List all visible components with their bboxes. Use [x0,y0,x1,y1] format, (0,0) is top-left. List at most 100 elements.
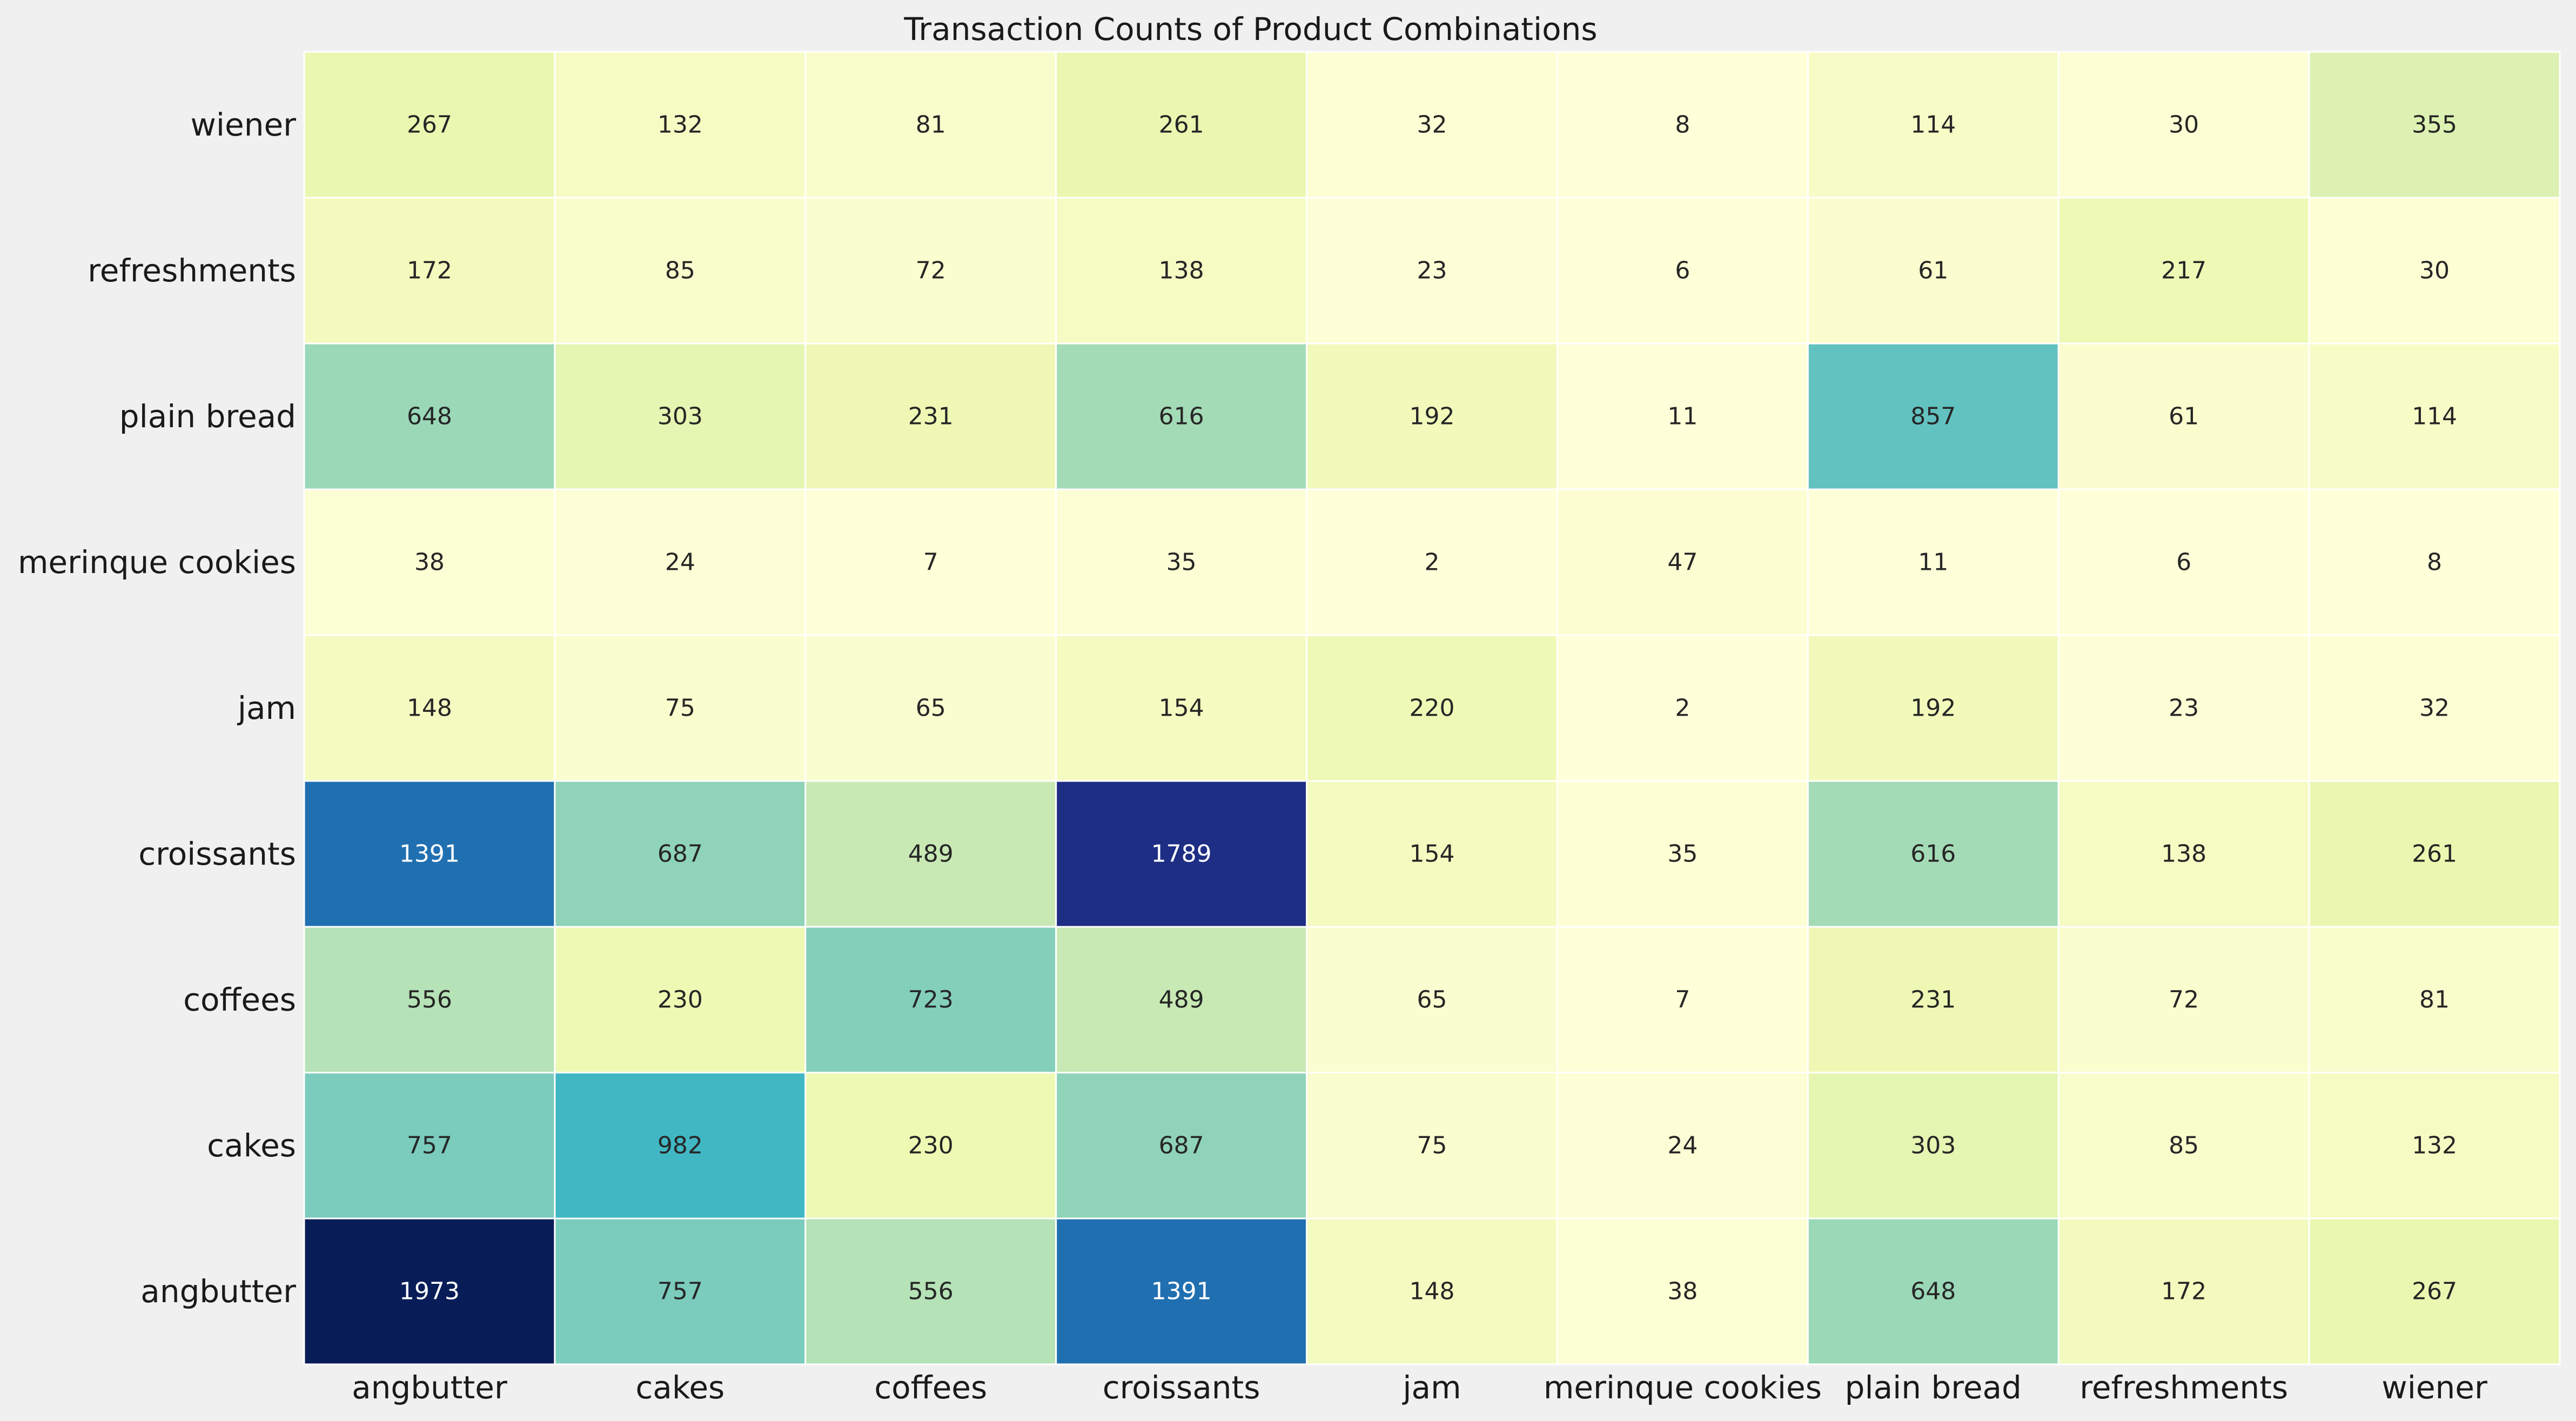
heatmap-cell [2057,780,2310,928]
cell-value-label: 138 [2161,840,2206,868]
y-tick-label: coffees [183,981,296,1018]
heatmap-cell [1055,1217,1308,1365]
heatmap-cell [1556,197,1809,345]
cell-value-label: 32 [2419,695,2450,722]
x-tick-label: refreshments [2079,1369,2288,1406]
x-tick-label: jam [1401,1369,1461,1406]
cell-value-label: 355 [2412,111,2457,139]
heatmap-cell [1306,197,1558,345]
heatmap-cell [303,1072,556,1220]
cell-value-label: 261 [1159,111,1204,139]
cell-value-label: 38 [1667,1278,1698,1305]
cell-value-label: 11 [1918,549,1948,576]
cell-value-label: 23 [1417,257,1447,285]
heatmap-cell [1306,342,1558,490]
y-tick-label: angbutter [140,1273,296,1310]
cell-value-label: 982 [658,1132,703,1160]
heatmap-cell [804,197,1057,345]
y-tick-label: jam [237,690,296,726]
x-tick-label: merinque cookies [1544,1369,1822,1406]
heatmap-cell [1055,488,1308,636]
heatmap-cell [1556,634,1809,782]
cell-value-label: 30 [2419,257,2450,285]
cell-value-label: 616 [1159,403,1204,430]
cell-value-label: 72 [916,257,946,285]
cell-value-label: 35 [1667,840,1698,868]
cell-value-label: 267 [2412,1278,2457,1305]
cell-value-label: 489 [908,840,954,868]
heatmap-cell [1055,926,1308,1074]
heatmap-cell [2308,1072,2561,1220]
cell-value-label: 65 [1417,986,1447,1014]
heatmap-cell [1807,488,2060,636]
heatmap-cell [303,197,556,345]
heatmap-cell [2057,197,2310,345]
heatmap-cell [2308,1217,2561,1365]
cell-value-label: 138 [1159,257,1204,285]
cell-value-label: 148 [1410,1278,1455,1305]
cell-value-label: 35 [1166,549,1197,576]
heatmap-cell [2057,1217,2310,1365]
heatmap-cell [1055,342,1308,490]
cell-value-label: 230 [658,986,703,1014]
heatmap-cell [1807,51,2060,199]
cell-value-label: 85 [665,257,695,285]
heatmap-cell [303,342,556,490]
heatmap-cell [1807,342,2060,490]
cell-value-label: 230 [908,1132,954,1160]
cell-value-label: 217 [2161,257,2206,285]
cell-value-label: 75 [665,695,695,722]
cell-value-label: 6 [2176,549,2191,576]
cell-value-label: 2 [1425,549,1440,576]
heatmap-cell [2057,342,2310,490]
cell-value-label: 132 [2412,1132,2457,1160]
heatmap-cell [804,488,1057,636]
heatmap-cell [1807,780,2060,928]
cell-value-label: 556 [407,986,452,1014]
heatmap-cell [554,780,807,928]
cell-value-label: 8 [2427,549,2442,576]
cell-value-label: 11 [1667,403,1698,430]
heatmap-cell [303,51,556,199]
heatmap-cell [804,51,1057,199]
heatmap-cell [2057,488,2310,636]
cell-value-label: 220 [1410,695,1455,722]
heatmap-cell [1306,1217,1558,1365]
cell-value-label: 114 [2412,403,2457,430]
heatmap-cell [1055,51,1308,199]
cell-value-label: 7 [923,549,938,576]
cell-value-label: 75 [1417,1132,1447,1160]
heatmap-cell [554,634,807,782]
y-tick-label: merinque cookies [18,544,296,581]
cell-value-label: 61 [2169,403,2199,430]
cell-value-label: 757 [407,1132,452,1160]
heatmap-cell [804,1217,1057,1365]
cell-value-label: 303 [658,403,703,430]
cell-value-label: 65 [916,695,946,722]
heatmap-cell [1055,780,1308,928]
heatmap-cell [1055,197,1308,345]
heatmap-cell [804,780,1057,928]
x-axis-tick-labels: angbutter cakes coffees croissants jam merinq… [352,1369,2487,1406]
cell-value-label: 6 [1675,257,1690,285]
cell-value-label: 1973 [399,1278,460,1305]
x-tick-label: croissants [1103,1369,1260,1406]
cell-value-label: 38 [414,549,445,576]
cell-value-label: 267 [407,111,452,139]
y-tick-label: wiener [190,106,296,143]
heatmap-cell [2308,780,2561,928]
cell-value-label: 556 [908,1278,954,1305]
heatmap-cell [2308,342,2561,490]
heatmap-cell [1306,634,1558,782]
heatmap-cell [2057,51,2310,199]
heatmap-cell [1807,1072,2060,1220]
cell-value-label: 72 [2169,986,2199,1014]
cell-value-label: 192 [1910,695,1956,722]
cell-value-label: 154 [1410,840,1455,868]
x-tick-label: cakes [635,1369,725,1406]
heatmap-cell [2308,926,2561,1074]
cell-value-label: 7 [1675,986,1690,1014]
cell-value-label: 30 [2169,111,2199,139]
x-tick-label: angbutter [352,1369,507,1406]
